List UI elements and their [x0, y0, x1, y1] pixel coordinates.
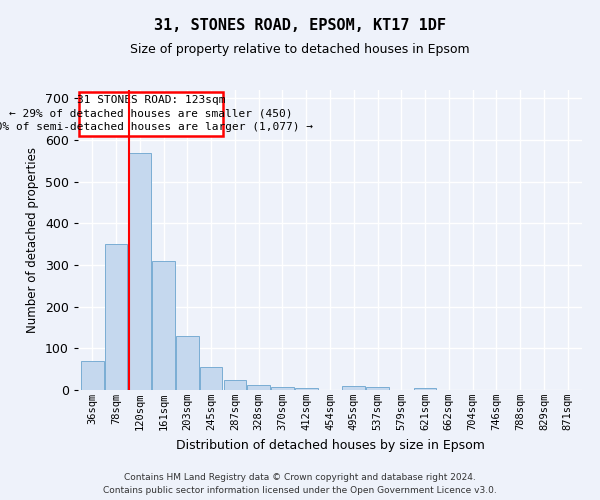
Text: 31, STONES ROAD, EPSOM, KT17 1DF: 31, STONES ROAD, EPSOM, KT17 1DF [154, 18, 446, 32]
Bar [295, 388, 317, 390]
Bar [81, 361, 104, 390]
X-axis label: Distribution of detached houses by size in Epsom: Distribution of detached houses by size … [176, 438, 484, 452]
Bar [343, 386, 365, 390]
Bar [247, 385, 270, 390]
Text: Size of property relative to detached houses in Epsom: Size of property relative to detached ho… [130, 42, 470, 56]
Bar [152, 261, 175, 390]
Text: 70% of semi-detached houses are larger (1,077) →: 70% of semi-detached houses are larger (… [0, 122, 313, 132]
Bar [366, 387, 389, 390]
Text: 31 STONES ROAD: 123sqm: 31 STONES ROAD: 123sqm [77, 96, 226, 106]
Text: ← 29% of detached houses are smaller (450): ← 29% of detached houses are smaller (45… [10, 109, 293, 118]
Bar [271, 387, 294, 390]
Y-axis label: Number of detached properties: Number of detached properties [26, 147, 40, 333]
Bar [224, 380, 246, 390]
Bar [200, 367, 223, 390]
Bar [414, 388, 436, 390]
Bar [79, 92, 223, 136]
Bar [128, 152, 151, 390]
Bar [176, 336, 199, 390]
Text: Contains HM Land Registry data © Crown copyright and database right 2024.
Contai: Contains HM Land Registry data © Crown c… [103, 474, 497, 495]
Bar [105, 244, 127, 390]
